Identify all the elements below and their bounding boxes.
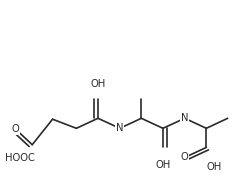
Text: N: N bbox=[181, 113, 188, 123]
Text: HOOC: HOOC bbox=[5, 153, 35, 163]
Text: N: N bbox=[116, 123, 124, 133]
Text: OH: OH bbox=[206, 163, 221, 172]
Text: O: O bbox=[181, 153, 189, 162]
Text: OH: OH bbox=[90, 79, 106, 89]
Text: O: O bbox=[12, 124, 20, 134]
Text: OH: OH bbox=[155, 160, 171, 170]
